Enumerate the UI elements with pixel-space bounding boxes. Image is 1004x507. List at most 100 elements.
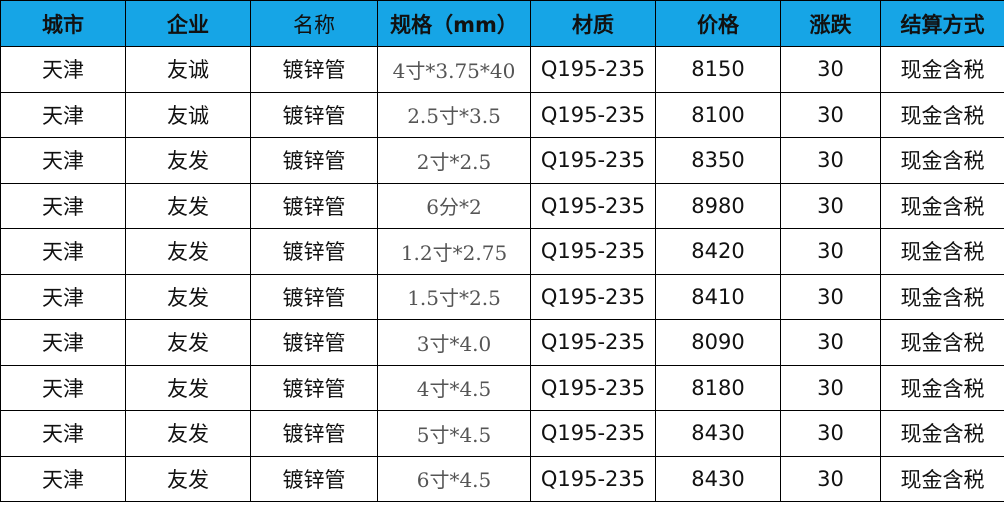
cell-company: 友发: [125, 319, 251, 366]
cell-city: 天津: [0, 319, 126, 366]
cell-change: 30: [780, 364, 881, 411]
cell-change: 30: [780, 410, 881, 457]
cell-city: 天津: [0, 273, 126, 320]
cell-settlement: 现金含税: [880, 410, 1004, 457]
column-header-product: 名称: [250, 0, 378, 47]
cell-change: 30: [780, 137, 881, 184]
cell-product: 镀锌管: [250, 91, 378, 138]
cell-settlement: 现金含税: [880, 364, 1004, 411]
cell-change: 30: [780, 273, 881, 320]
column-header-city: 城市: [0, 0, 126, 47]
cell-settlement: 现金含税: [880, 137, 1004, 184]
column-header-company: 企业: [125, 0, 251, 47]
table-row: 天津 友诚 镀锌管 4寸*3.75*40 Q195-235 8150 30 现金含税: [0, 46, 1004, 93]
cell-price: 8410: [655, 273, 781, 320]
cell-material: Q195-235: [530, 91, 656, 138]
cell-product: 镀锌管: [250, 182, 378, 229]
cell-material: Q195-235: [530, 410, 656, 457]
table-row: 天津 友发 镀锌管 4寸*4.5 Q195-235 8180 30 现金含税: [0, 364, 1004, 411]
column-header-price: 价格: [655, 0, 781, 47]
cell-city: 天津: [0, 91, 126, 138]
cell-material: Q195-235: [530, 455, 656, 502]
column-header-change: 涨跌: [780, 0, 881, 47]
cell-product: 镀锌管: [250, 364, 378, 411]
cell-settlement: 现金含税: [880, 455, 1004, 502]
table-row: 天津 友发 镀锌管 1.5寸*2.5 Q195-235 8410 30 现金含税: [0, 273, 1004, 320]
cell-settlement: 现金含税: [880, 182, 1004, 229]
cell-material: Q195-235: [530, 46, 656, 93]
cell-material: Q195-235: [530, 364, 656, 411]
cell-spec: 3寸*4.0: [377, 319, 531, 366]
cell-price: 8430: [655, 455, 781, 502]
cell-city: 天津: [0, 410, 126, 457]
cell-settlement: 现金含税: [880, 91, 1004, 138]
cell-material: Q195-235: [530, 228, 656, 275]
cell-city: 天津: [0, 455, 126, 502]
cell-city: 天津: [0, 137, 126, 184]
table-row: 天津 友诚 镀锌管 2.5寸*3.5 Q195-235 8100 30 现金含税: [0, 91, 1004, 138]
cell-product: 镀锌管: [250, 455, 378, 502]
cell-settlement: 现金含税: [880, 228, 1004, 275]
cell-company: 友诚: [125, 91, 251, 138]
cell-city: 天津: [0, 228, 126, 275]
cell-price: 8430: [655, 410, 781, 457]
table-row: 天津 友发 镀锌管 2寸*2.5 Q195-235 8350 30 现金含税: [0, 137, 1004, 184]
column-header-material: 材质: [530, 0, 656, 47]
cell-price: 8180: [655, 364, 781, 411]
cell-product: 镀锌管: [250, 137, 378, 184]
cell-settlement: 现金含税: [880, 46, 1004, 93]
cell-change: 30: [780, 455, 881, 502]
column-header-spec: 规格（mm）: [377, 0, 531, 47]
cell-product: 镀锌管: [250, 273, 378, 320]
table-row: 天津 友发 镀锌管 6分*2 Q195-235 8980 30 现金含税: [0, 182, 1004, 229]
cell-spec: 2.5寸*3.5: [377, 91, 531, 138]
cell-spec: 6分*2: [377, 182, 531, 229]
cell-company: 友发: [125, 273, 251, 320]
cell-change: 30: [780, 228, 881, 275]
cell-material: Q195-235: [530, 137, 656, 184]
cell-product: 镀锌管: [250, 228, 378, 275]
cell-spec: 5寸*4.5: [377, 410, 531, 457]
cell-price: 8100: [655, 91, 781, 138]
cell-price: 8980: [655, 182, 781, 229]
cell-company: 友发: [125, 228, 251, 275]
cell-product: 镀锌管: [250, 46, 378, 93]
cell-company: 友发: [125, 364, 251, 411]
cell-change: 30: [780, 319, 881, 366]
cell-change: 30: [780, 182, 881, 229]
cell-city: 天津: [0, 182, 126, 229]
cell-material: Q195-235: [530, 182, 656, 229]
cell-price: 8350: [655, 137, 781, 184]
cell-company: 友发: [125, 137, 251, 184]
cell-company: 友发: [125, 410, 251, 457]
table-row: 天津 友发 镀锌管 3寸*4.0 Q195-235 8090 30 现金含税: [0, 319, 1004, 366]
table-body: 天津 友诚 镀锌管 4寸*3.75*40 Q195-235 8150 30 现金含税 天津 友诚镀…: [0, 46, 1004, 502]
cell-settlement: 现金含税: [880, 273, 1004, 320]
cell-company: 友发: [125, 455, 251, 502]
cell-spec: 1.2寸*2.75: [377, 228, 531, 275]
cell-city: 天津: [0, 364, 126, 411]
cell-price: 8420: [655, 228, 781, 275]
cell-material: Q195-235: [530, 319, 656, 366]
cell-price: 8090: [655, 319, 781, 366]
cell-spec: 1.5寸*2.5: [377, 273, 531, 320]
table-row: 天津 友发 镀锌管 5寸*4.5 Q195-235 8430 30 现金含税: [0, 410, 1004, 457]
cell-spec: 6寸*4.5: [377, 455, 531, 502]
cell-city: 天津: [0, 46, 126, 93]
header-row: 城市 企业 名称 规格（mm） 材质 价格 涨跌 结算方式: [0, 0, 1004, 47]
table-row: 天津 友发 镀锌管 1.2寸*2.75 Q195-235 8420 30 现金含税: [0, 228, 1004, 275]
cell-change: 30: [780, 91, 881, 138]
cell-settlement: 现金含税: [880, 319, 1004, 366]
cell-material: Q195-235: [530, 273, 656, 320]
cell-company: 友诚: [125, 46, 251, 93]
cell-spec: 2寸*2.5: [377, 137, 531, 184]
table-row: 天津 友发 镀锌管 6寸*4.5 Q195-235 8430 30 现金含税: [0, 455, 1004, 502]
cell-product: 镀锌管: [250, 319, 378, 366]
column-header-settlement: 结算方式: [880, 0, 1004, 47]
cell-change: 30: [780, 46, 881, 93]
cell-company: 友发: [125, 182, 251, 229]
cell-price: 8150: [655, 46, 781, 93]
cell-spec: 4寸*4.5: [377, 364, 531, 411]
cell-product: 镀锌管: [250, 410, 378, 457]
